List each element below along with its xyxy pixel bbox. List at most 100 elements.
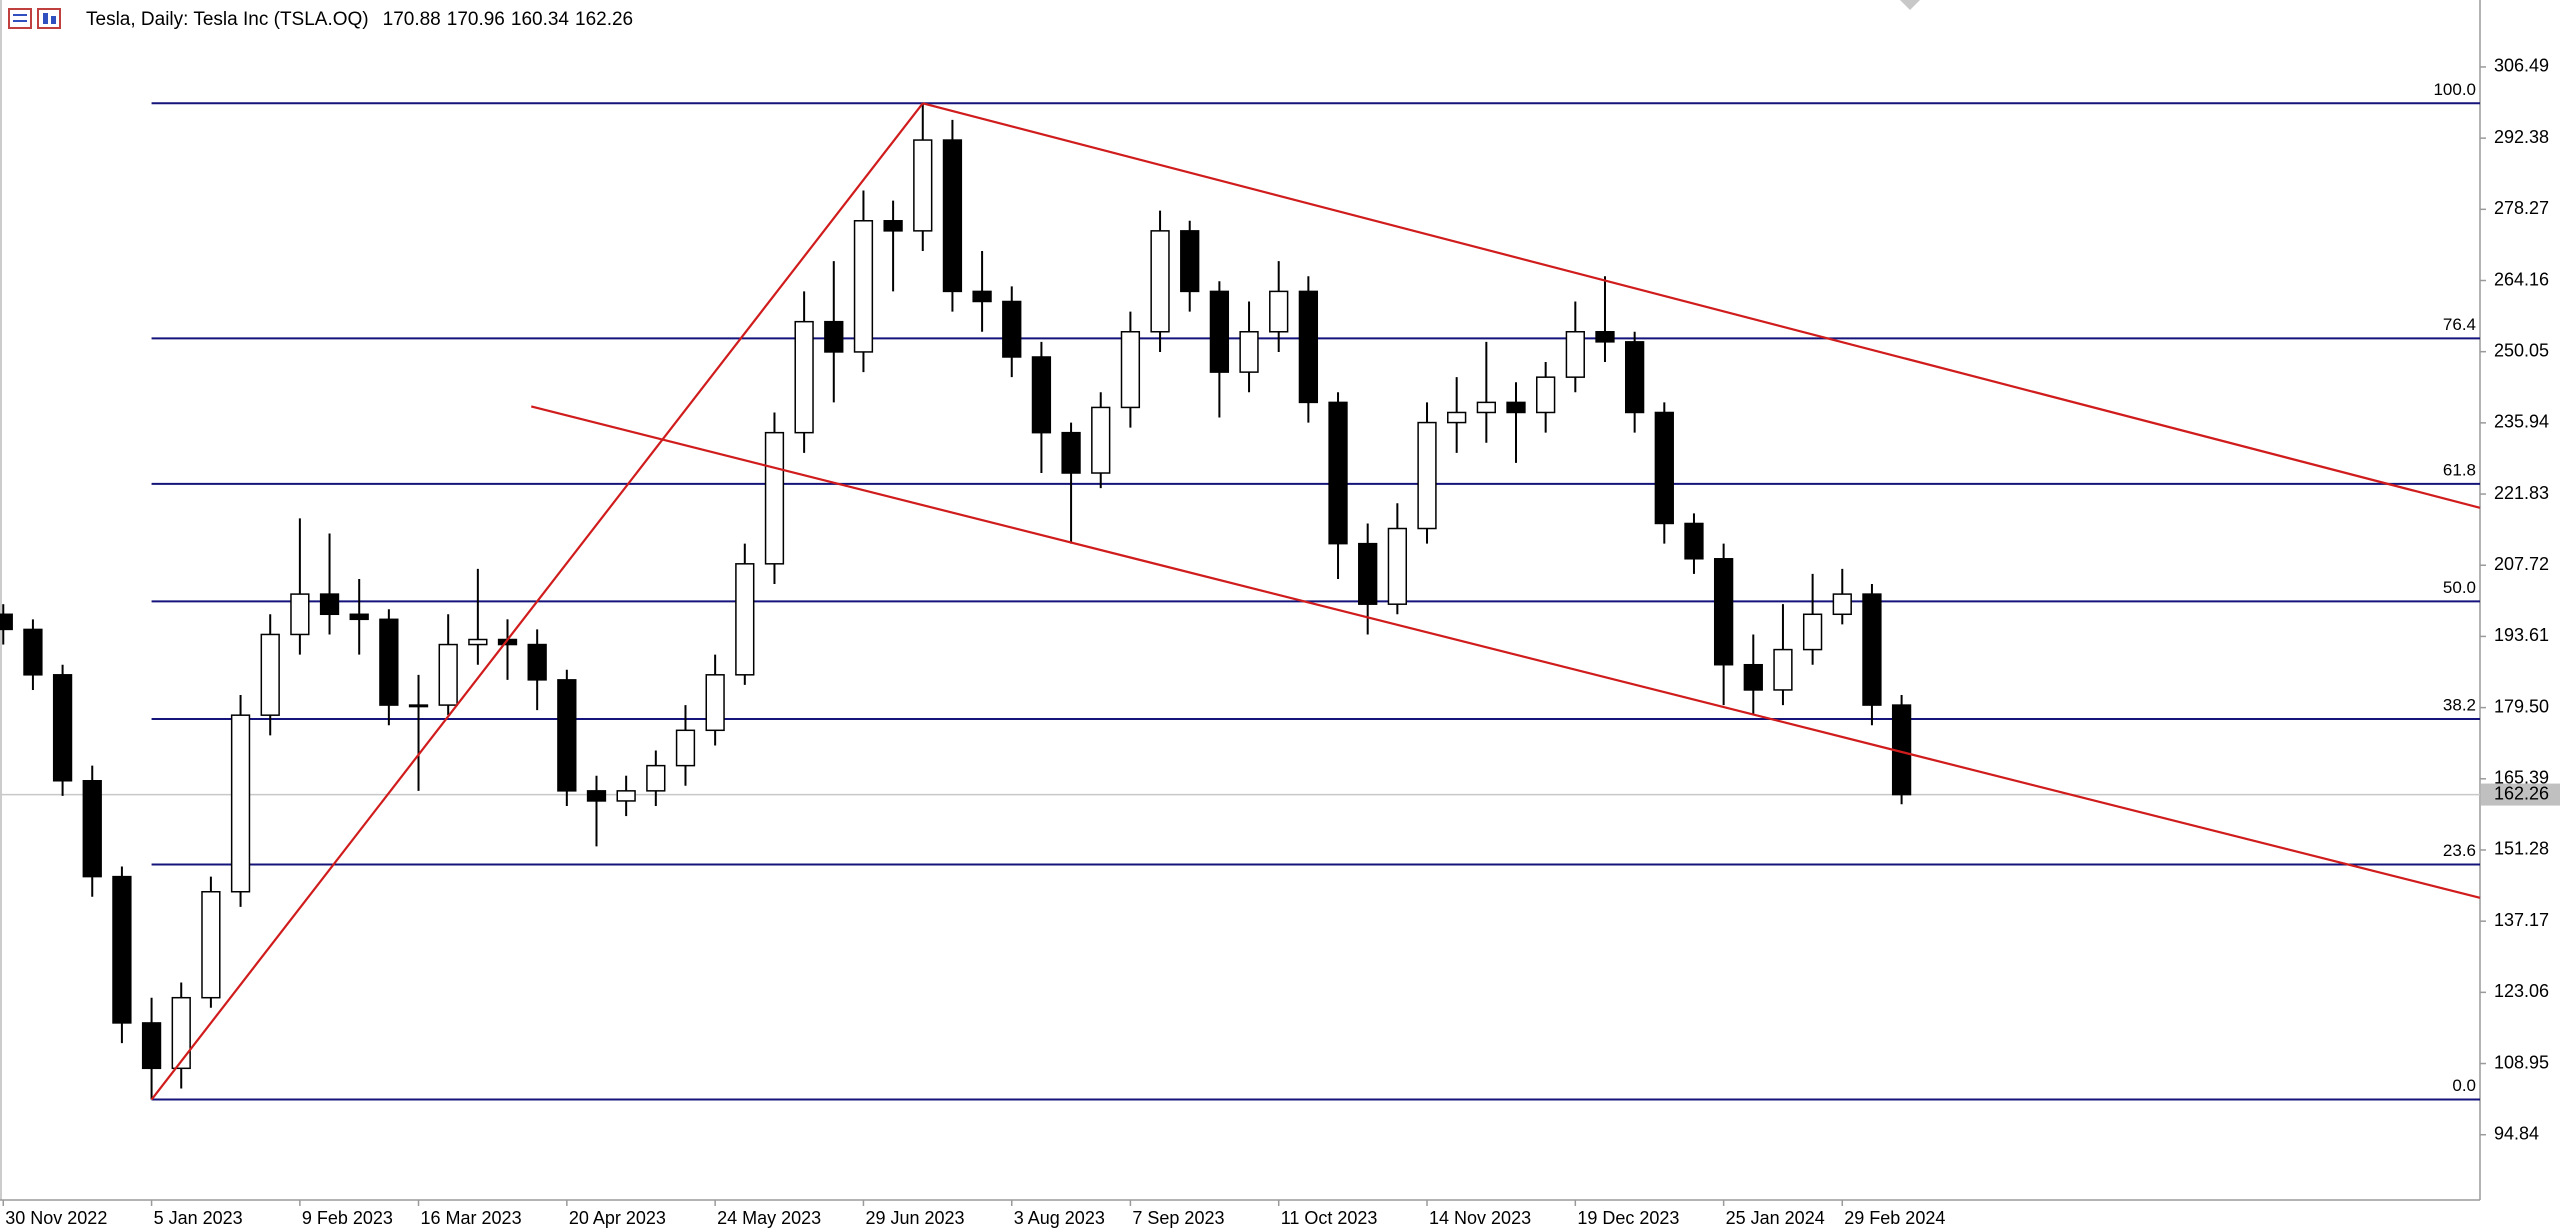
candle-body [972, 290, 992, 303]
candle-body [1298, 290, 1319, 404]
candle-body [942, 139, 963, 293]
candle-body [1180, 230, 1200, 293]
current-price-box [2481, 783, 2560, 806]
candle-body [0, 613, 13, 631]
candle-body [705, 674, 725, 732]
candle-body [527, 643, 547, 681]
y-tick-label: 193.61 [2494, 625, 2549, 645]
fib-level-label: 23.6 [2443, 841, 2476, 860]
y-tick-label: 207.72 [2494, 554, 2549, 574]
candle-body [1595, 331, 1615, 343]
candle-body [794, 320, 814, 434]
candle-body [1506, 401, 1526, 414]
x-tick-label: 11 Oct 2023 [1281, 1208, 1378, 1228]
candle-body [1684, 522, 1704, 560]
icon-bar [51, 16, 56, 24]
y-tick-label: 278.27 [2494, 198, 2549, 218]
candle-body [883, 220, 903, 232]
candle-body [1773, 648, 1793, 691]
candle-body [1802, 613, 1823, 651]
current-price-label: 162.26 [2494, 783, 2549, 803]
x-tick-label: 24 May 2023 [717, 1208, 821, 1228]
candle-body [1832, 593, 1852, 616]
candle-body [1387, 527, 1408, 605]
candle-body [349, 613, 369, 621]
candle-body [1120, 331, 1141, 409]
candle-body [112, 875, 132, 1024]
candle-body [557, 679, 577, 792]
y-tick-label: 306.49 [2494, 56, 2549, 76]
icon[interactable] [8, 8, 32, 29]
fib-level-label: 50.0 [2443, 578, 2476, 597]
candle-body [1476, 401, 1496, 414]
ohlc-close: 162.26 [575, 9, 633, 30]
y-tick-label: 179.50 [2494, 696, 2549, 716]
trendline [530, 405, 2481, 899]
candle-body [408, 704, 429, 708]
candle-body [1743, 663, 1763, 691]
y-tick-label: 123.06 [2494, 981, 2549, 1001]
candle-body [1565, 331, 1585, 378]
fib-level-label: 61.8 [2443, 460, 2476, 479]
fib-level-label: 38.2 [2443, 695, 2476, 714]
candle-body [1713, 558, 1734, 666]
candle-body [468, 638, 488, 646]
candle-body [1536, 376, 1556, 414]
fib-level-label: 100.0 [2433, 80, 2476, 99]
candle-body [82, 780, 102, 878]
candle-body [824, 320, 844, 353]
candle-body [1061, 431, 1081, 474]
candle-body [853, 220, 874, 353]
candle-body [379, 618, 399, 706]
icon[interactable] [37, 8, 61, 29]
x-tick-label: 19 Dec 2023 [1577, 1208, 1679, 1228]
y-tick-label: 165.39 [2494, 768, 2549, 788]
y-tick-label: 151.28 [2494, 839, 2549, 859]
shift-marker[interactable] [1900, 0, 1920, 10]
candle-body [616, 790, 636, 802]
candle-body [1239, 331, 1259, 373]
candle-body [230, 714, 251, 893]
ohlc-low: 160.34 [511, 9, 570, 30]
x-tick-label: 5 Jan 2023 [154, 1208, 243, 1228]
symbol-title: Tesla, Daily: Tesla Inc (TSLA.OQ) [86, 9, 369, 30]
x-tick-label: 16 Mar 2023 [421, 1208, 522, 1228]
candle-body [675, 729, 696, 767]
y-tick-label: 292.38 [2494, 127, 2549, 147]
y-tick-label: 221.83 [2494, 483, 2549, 503]
candle-body [1002, 300, 1022, 358]
candle-body [1209, 290, 1230, 373]
candle-body [23, 628, 43, 676]
candle-body [171, 996, 191, 1070]
chart-icons[interactable] [8, 8, 61, 29]
trendline [922, 102, 2481, 509]
y-tick-label: 94.84 [2494, 1123, 2539, 1143]
candle-body [290, 593, 310, 636]
fib-level-label: 0.0 [2452, 1076, 2476, 1095]
candle-body [1358, 542, 1378, 605]
fib-level-label: 76.4 [2443, 315, 2476, 334]
candle-body [1091, 406, 1111, 474]
y-tick-label: 235.94 [2494, 412, 2549, 432]
candle-body [319, 593, 340, 616]
candle-body [1417, 421, 1437, 530]
x-tick-label: 20 Apr 2023 [569, 1208, 666, 1228]
x-tick-label: 29 Feb 2024 [1844, 1208, 1945, 1228]
candle-body [201, 891, 221, 999]
candle-body [913, 139, 933, 232]
candle-body [1269, 290, 1289, 333]
candle-body [1150, 230, 1170, 333]
x-tick-label: 3 Aug 2023 [1014, 1208, 1105, 1228]
candle-body [1447, 411, 1467, 424]
ohlc-open: 170.88 [383, 9, 441, 30]
candle-body [735, 563, 755, 676]
y-tick-label: 137.17 [2494, 910, 2549, 930]
x-tick-label: 25 Jan 2024 [1726, 1208, 1825, 1228]
y-tick-label: 250.05 [2494, 340, 2549, 360]
x-tick-label: 29 Jun 2023 [865, 1208, 964, 1228]
trendline [150, 102, 924, 1101]
y-tick-label: 108.95 [2494, 1052, 2549, 1072]
